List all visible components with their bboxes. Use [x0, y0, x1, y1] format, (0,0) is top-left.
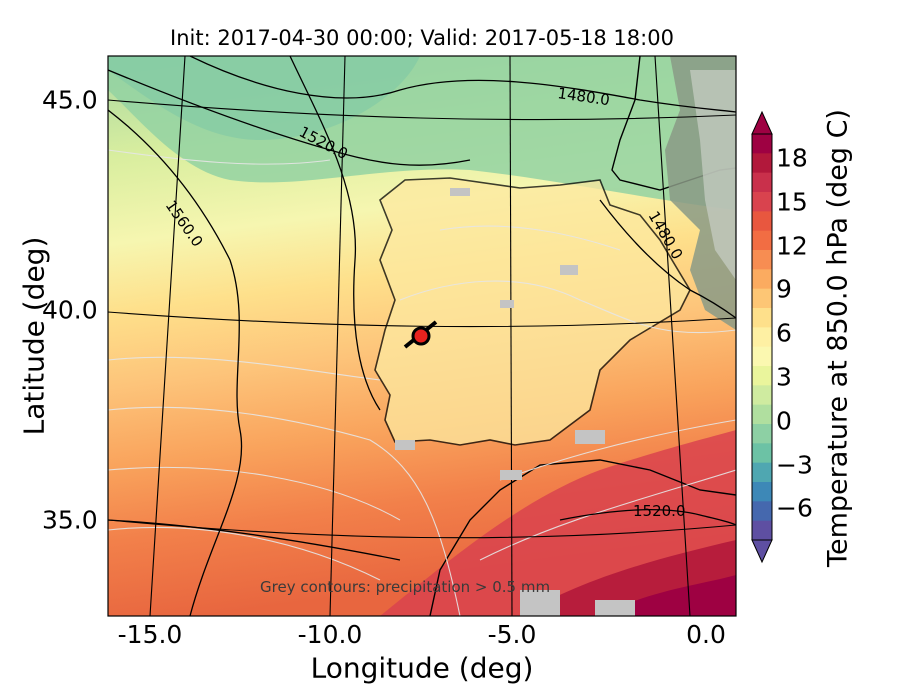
- lat-tick-35: 35.0: [42, 505, 98, 535]
- precipitation-footnote: Grey contours: precipitation > 0.5 mm: [260, 578, 550, 596]
- graticule: [108, 56, 736, 616]
- colorbar-segment: [752, 462, 772, 483]
- colorbar-segment: [752, 443, 772, 464]
- colorbar-segment: [752, 520, 772, 541]
- colorbar-tick-label: 6: [776, 318, 792, 348]
- x-axis-label: Longitude (deg): [310, 651, 534, 685]
- lat-tick-45: 45.0: [42, 85, 98, 115]
- colorbar-segment: [752, 172, 772, 193]
- colorbar-segment: [752, 269, 772, 290]
- map-area: 1480.0 1520.0 1560.0 1480.0 1520.0 Grey …: [108, 56, 736, 616]
- colorbar-segment: [752, 192, 772, 212]
- colorbar-segment: [752, 501, 772, 522]
- colorbar-tick-label: −6: [776, 493, 813, 523]
- iberian-coastline: [374, 177, 691, 446]
- colorbar-label: Temperature at 850.0 hPa (deg C): [822, 109, 854, 567]
- colorbar-segment: [752, 346, 772, 367]
- colorbar-segment: [752, 134, 772, 154]
- colorbar-tick-label: −3: [776, 450, 813, 480]
- colorbar-segment: [752, 230, 772, 251]
- lon-tick-minus15: -15.0: [117, 620, 183, 649]
- geopotential-contours: [108, 56, 736, 616]
- colorbar-segment: [752, 211, 772, 232]
- contour-label-1520-south: 1520.0: [633, 502, 686, 520]
- y-axis-label: Latitude (deg): [17, 236, 51, 436]
- colorbar-tick-label: 12: [776, 231, 808, 261]
- colorbar-segment: [752, 366, 772, 386]
- precipitation-patches: [395, 188, 635, 616]
- colorbar-tick-label: 18: [776, 143, 808, 173]
- african-coastline: [429, 459, 736, 616]
- location-marker: [411, 326, 431, 346]
- colorbar: [751, 110, 773, 564]
- lon-tick-0: 0.0: [686, 620, 726, 649]
- lon-tick-minus5: -5.0: [487, 620, 537, 649]
- colorbar-segment: [752, 424, 772, 444]
- colorbar-tick-label: 0: [776, 406, 792, 436]
- colorbar-segment: [752, 308, 772, 328]
- colorbar-segment: [752, 404, 772, 425]
- lon-tick-minus10: -10.0: [297, 620, 363, 649]
- colorbar-tick-label: 15: [776, 187, 808, 217]
- colorbar-segment: [752, 482, 772, 502]
- map-frame: [107, 55, 737, 617]
- colorbar-tick-label: 3: [776, 362, 792, 392]
- colorbar-extend-max: [751, 110, 773, 135]
- colorbar-segment: [752, 153, 772, 174]
- colorbar-segment: [752, 385, 772, 406]
- colorbar-segment: [752, 327, 772, 348]
- temperature-isotherms: [108, 149, 736, 616]
- colorbar-segment: [752, 250, 772, 270]
- colorbar-tick-label: 9: [776, 274, 792, 304]
- plot-title: Init: 2017-04-30 00:00; Valid: 2017-05-1…: [170, 26, 674, 50]
- colorbar-segment: [752, 288, 772, 309]
- colorbar-extend-min: [751, 539, 773, 564]
- lat-tick-40: 40.0: [42, 295, 98, 325]
